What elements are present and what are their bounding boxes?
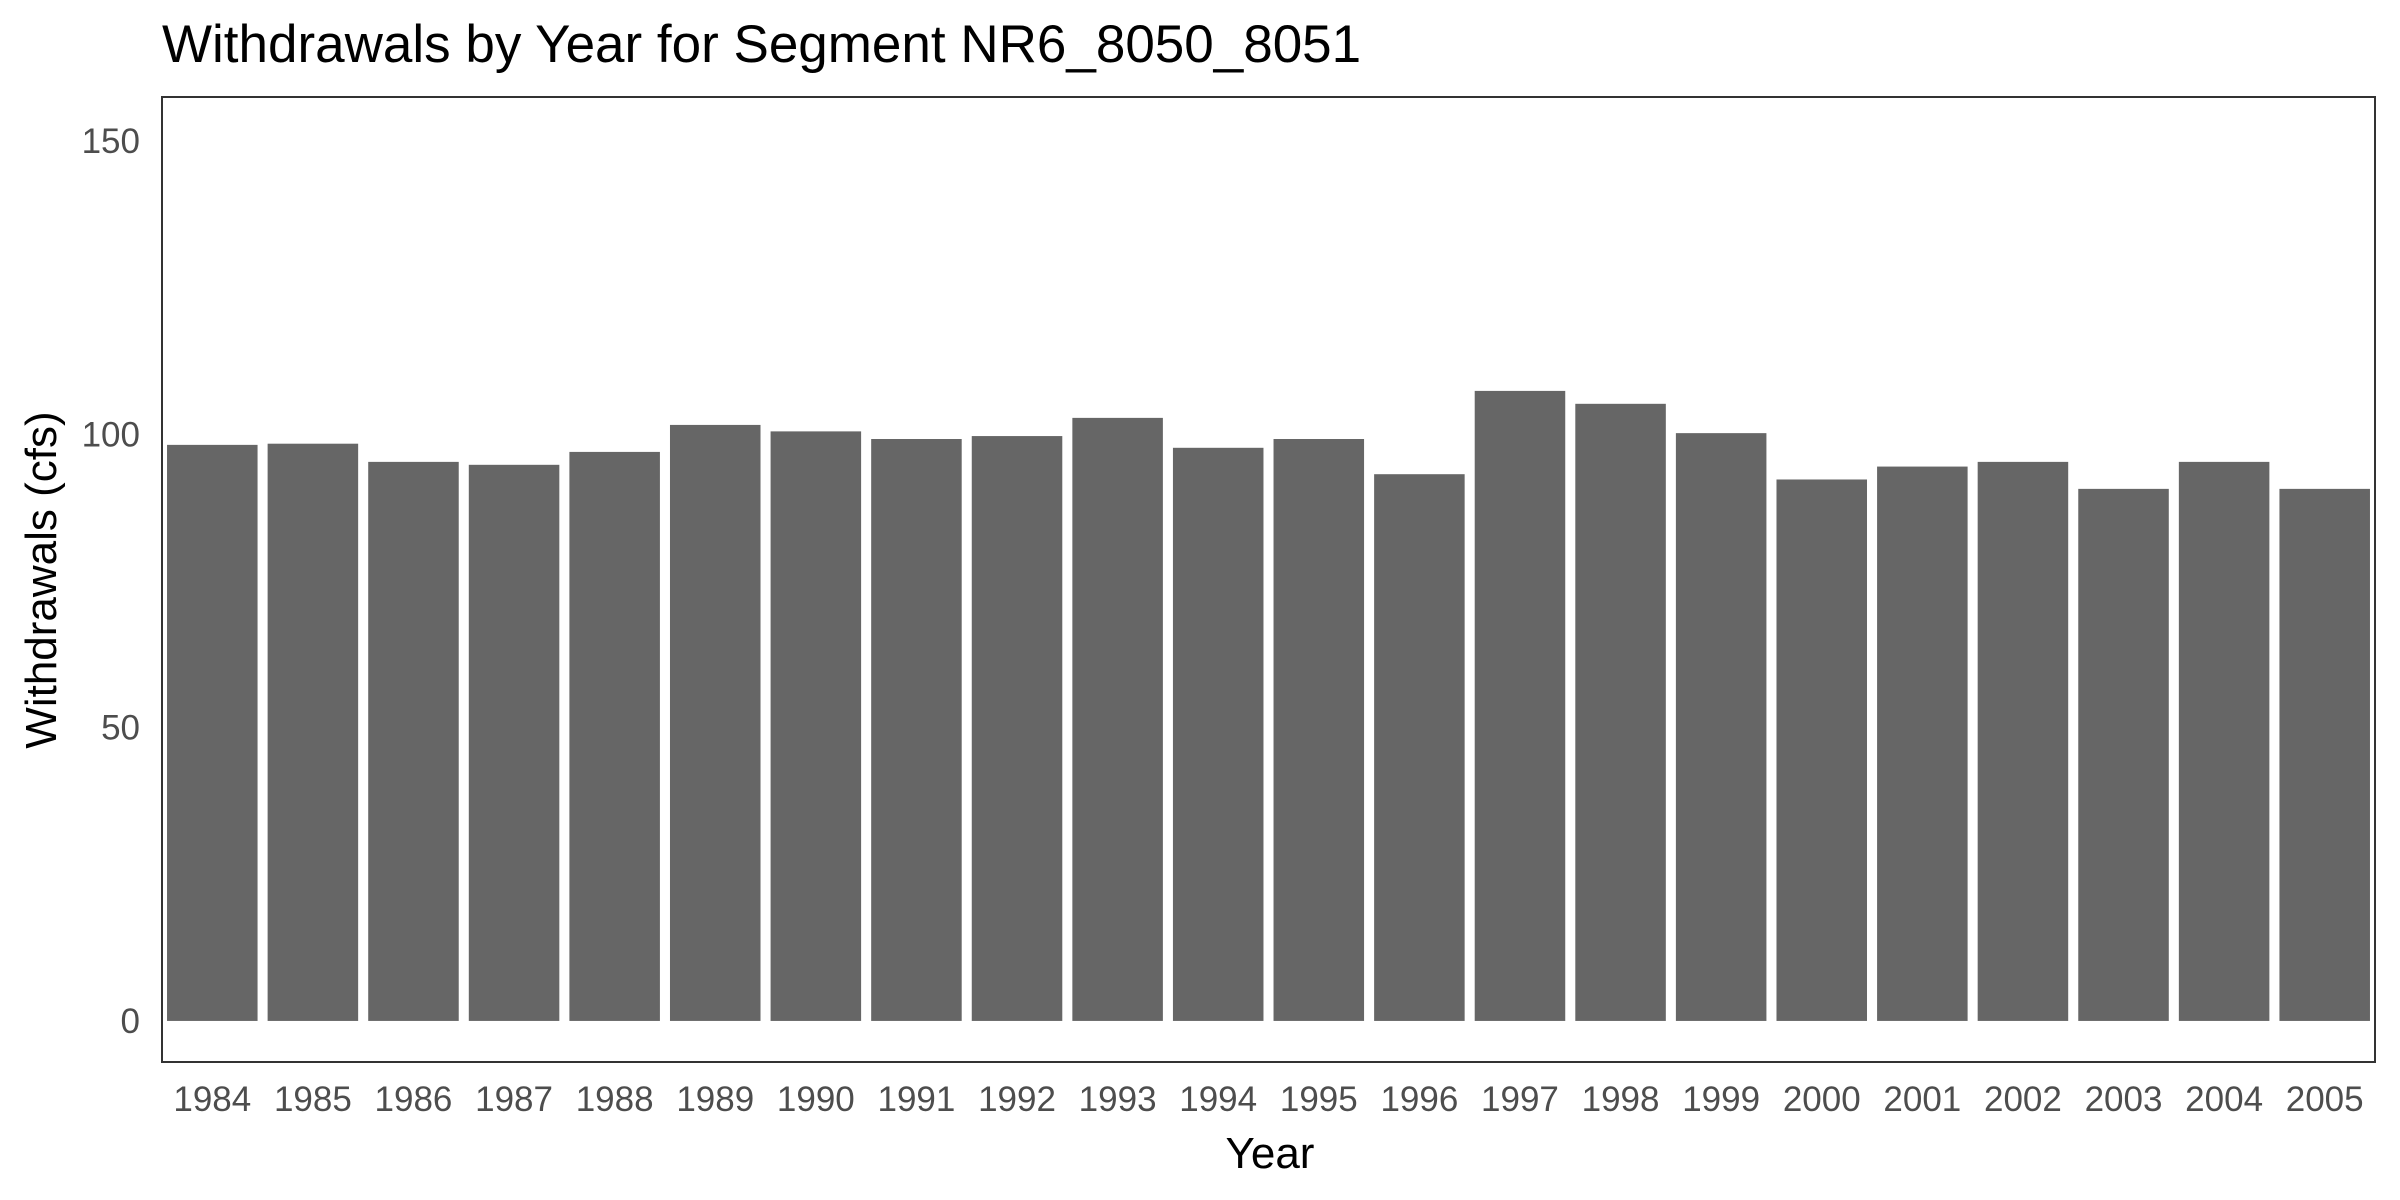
y-tick-label: 0 <box>121 1002 140 1041</box>
x-tick-label: 2005 <box>2286 1080 2364 1119</box>
y-axis-label: Withdrawals (cfs) <box>17 411 66 748</box>
bar-1996 <box>1374 474 1465 1021</box>
bar-1988 <box>569 451 660 1021</box>
bar-1989 <box>669 424 761 1021</box>
bar-1984 <box>167 444 258 1021</box>
x-tick-label: 2004 <box>2185 1080 2263 1119</box>
bar-2001 <box>1877 466 1968 1021</box>
bar-2005 <box>2279 488 2370 1021</box>
chart-title: Withdrawals by Year for Segment NR6_8050… <box>162 15 1361 74</box>
x-tick-labels: 1984 1985 1986 1987 1988 1989 1990 1991 1992 1993… <box>173 1080 2363 1119</box>
x-tick-label: 1999 <box>1682 1080 1760 1119</box>
bar-1990 <box>770 431 862 1021</box>
x-tick-label: 1985 <box>274 1080 352 1119</box>
x-tick-label: 1993 <box>1079 1080 1157 1119</box>
x-tick-label: 1984 <box>173 1080 251 1119</box>
bar-1992 <box>971 436 1063 1021</box>
x-tick-label: 1998 <box>1582 1080 1660 1119</box>
bar-1999 <box>1675 433 1767 1021</box>
bar-2003 <box>2078 488 2169 1021</box>
x-tick-label: 2003 <box>2085 1080 2163 1119</box>
bar-1986 <box>368 461 459 1021</box>
x-tick-label: 1994 <box>1179 1080 1257 1119</box>
bar-1985 <box>267 443 359 1021</box>
bar-1993 <box>1072 417 1163 1021</box>
x-tick-label: 1990 <box>777 1080 855 1119</box>
x-tick-label: 1987 <box>475 1080 553 1119</box>
x-tick-label: 2002 <box>1984 1080 2062 1119</box>
bar-1987 <box>468 464 560 1021</box>
x-tick-label: 2000 <box>1783 1080 1861 1119</box>
x-tick-label: 1988 <box>576 1080 654 1119</box>
y-tick-label: 50 <box>101 709 140 748</box>
x-tick-label: 2001 <box>1883 1080 1961 1119</box>
bar-2000 <box>1776 479 1868 1021</box>
x-tick-label: 1992 <box>978 1080 1056 1119</box>
plot-panel-border <box>161 96 2376 1063</box>
bars-group <box>167 390 2370 1021</box>
x-axis-label: Year <box>1226 1129 1315 1178</box>
bar-1994 <box>1172 447 1264 1021</box>
bar-1995 <box>1273 439 1365 1021</box>
bar-2004 <box>2178 461 2270 1021</box>
y-tick-label: 150 <box>82 122 140 161</box>
bar-1998 <box>1575 403 1666 1021</box>
y-tick-labels: 0 50 100 150 <box>82 122 140 1041</box>
x-tick-label: 1989 <box>676 1080 754 1119</box>
x-tick-label: 1991 <box>877 1080 955 1119</box>
x-tick-label: 1997 <box>1481 1080 1559 1119</box>
bar-2002 <box>1977 461 2069 1021</box>
y-tick-label: 100 <box>82 415 140 454</box>
bar-1997 <box>1474 390 1566 1021</box>
bar-1991 <box>871 439 962 1021</box>
x-tick-label: 1986 <box>375 1080 453 1119</box>
x-tick-label: 1996 <box>1380 1080 1458 1119</box>
x-tick-label: 1995 <box>1280 1080 1358 1119</box>
